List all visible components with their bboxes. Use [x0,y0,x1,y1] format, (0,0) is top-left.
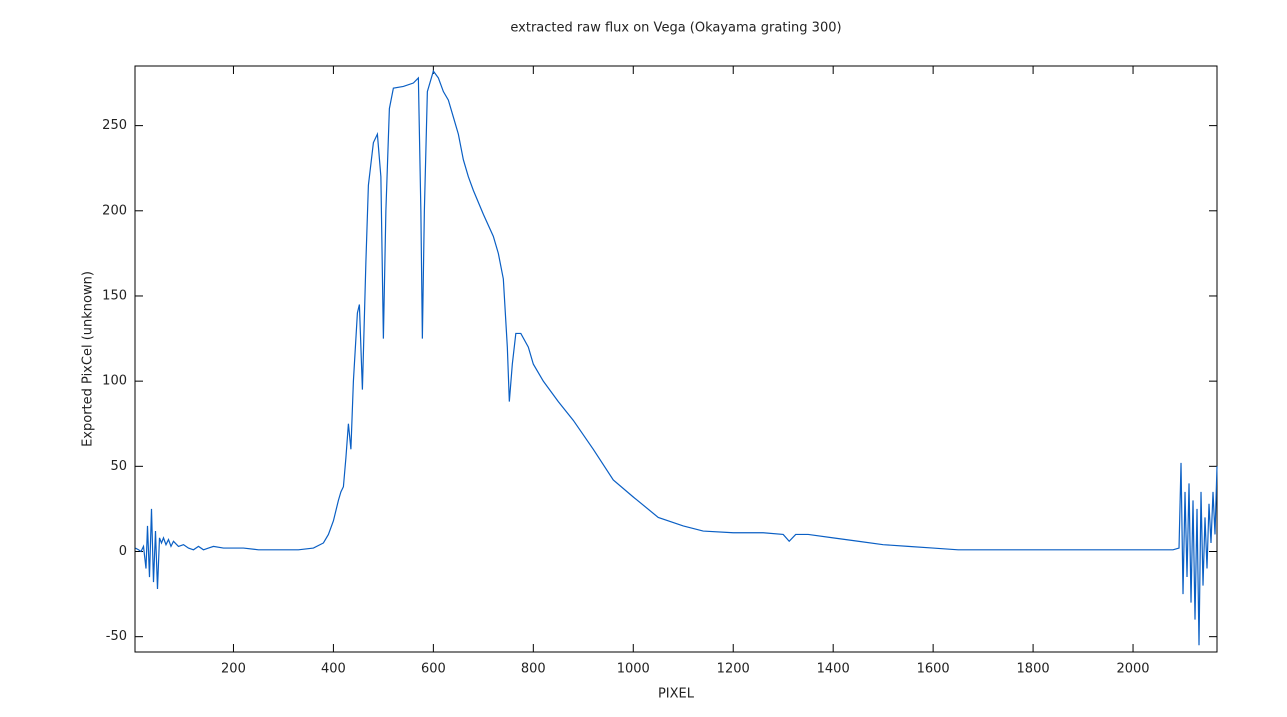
y-tick-label: 50 [110,459,127,474]
y-tick-label: 0 [119,544,127,559]
x-tick-label: 1600 [917,662,950,677]
x-tick-label: 400 [321,662,346,677]
chart-title: extracted raw flux on Vega (Okayama grat… [510,21,841,36]
x-tick-label: 600 [421,662,446,677]
plot-frame [134,65,1218,653]
y-tick-label: 150 [102,288,127,303]
x-tick-label: 2000 [1116,662,1149,677]
x-tick-label: 800 [521,662,546,677]
x-tick-label: 200 [221,662,246,677]
x-tick-label: 1400 [817,662,850,677]
y-tick-label: 200 [102,203,127,218]
y-tick-label: 100 [102,374,127,389]
x-tick-label: 1800 [1017,662,1050,677]
y-tick-label: -50 [106,629,127,644]
data-line [135,69,1218,646]
y-tick-label: 250 [102,118,127,133]
x-tick-label: 1000 [617,662,650,677]
x-tick-label: 1200 [717,662,750,677]
y-axis-label: Exported PixCel (unknown) [81,271,96,447]
x-axis-label: PIXEL [658,687,695,702]
